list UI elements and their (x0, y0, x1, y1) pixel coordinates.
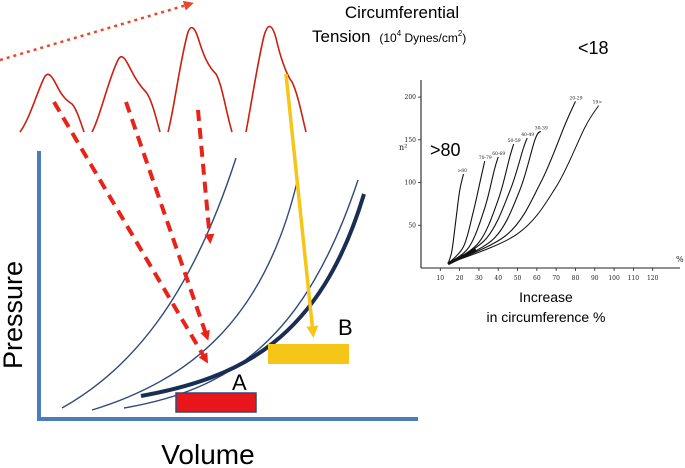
x-tick-label: 20 (456, 275, 464, 282)
series-label: 50-59 (508, 138, 521, 144)
tension-curve (447, 137, 528, 265)
x-tick-label: 90 (591, 275, 599, 282)
trend-dotted-arrow (0, 0, 194, 62)
pulse-waves (19, 25, 307, 133)
tension-curve (447, 101, 576, 265)
x-tick-label: 50 (514, 275, 522, 282)
x-tick-label: 60 (533, 275, 541, 282)
tension-curve (447, 173, 465, 264)
series-label: 40-49 (521, 132, 534, 138)
yellow-arrow (284, 73, 319, 338)
chart-title-line2: Tension (104 Dynes/cm2) (312, 27, 466, 46)
y-tick-label: 50 (408, 222, 416, 229)
x-tick-label: 10 (436, 275, 444, 282)
x-tick-label: 120 (647, 275, 659, 282)
tension-curve (447, 156, 499, 265)
tension-curve (447, 161, 486, 265)
chart-xlabel-line1: Increase (519, 289, 573, 305)
x-tick-label: 100 (608, 275, 620, 282)
pv-curve-2 (91, 177, 299, 411)
chart-axes (420, 80, 680, 269)
x-axis-label: Volume (161, 439, 254, 468)
pv-axes (37, 151, 418, 421)
series-label: 70-79 (479, 155, 492, 161)
marker-a-label: A (232, 370, 247, 395)
series-label: 60-69 (492, 151, 505, 157)
marker-b-label: B (338, 315, 353, 340)
chart-lines (447, 101, 600, 266)
y-tick-label: 150 (405, 137, 417, 144)
x-tick-label: 30 (475, 275, 483, 282)
y-axis-label: Pressure (0, 261, 28, 369)
x-tick-label: 40 (494, 275, 502, 282)
curve-origin-bundle (447, 248, 477, 266)
pulse-wave-2 (91, 55, 161, 133)
y-tick-label: 200 (405, 94, 417, 101)
chart-title-units: (10 (379, 31, 397, 45)
pv-curves (61, 157, 366, 411)
x-tick-label: 70 (552, 275, 560, 282)
series-label: 20-29 (569, 95, 582, 101)
chart-xlabel-line2: in circumference % (486, 309, 605, 325)
pv-curve-thick (140, 193, 366, 398)
chart-title-word: Tension (312, 27, 371, 46)
chart-ticks: 10 20 30 40 50 60 70 80 90 100 110 120 50 100 150 200 (405, 94, 659, 282)
left-diagram: A B Pressure Volume (0, 0, 418, 468)
series-label: >80 (457, 168, 467, 174)
y-tick-label: 100 (405, 180, 417, 187)
red-arrow-2 (124, 101, 210, 341)
tension-curve (447, 105, 600, 265)
marker-a-bar (175, 392, 257, 413)
pulse-wave-3 (167, 26, 233, 133)
tension-curve (447, 130, 542, 265)
red-arrows (52, 100, 215, 364)
annotation-low: <18 (578, 38, 609, 58)
x-tick-label: 110 (628, 275, 640, 282)
chart-y-symbol: n² (399, 143, 407, 152)
pv-curve-3 (123, 179, 359, 409)
series-label: 19> (593, 100, 603, 106)
chart-title-sup: 4 (397, 29, 402, 38)
x-tick-label: 80 (572, 275, 580, 282)
pv-curve-1 (61, 157, 237, 409)
right-chart: Circumferential Tension (104 Dynes/cm2) … (312, 3, 684, 325)
pulse-wave-4 (245, 25, 307, 133)
chart-title-close: ) (462, 31, 466, 45)
pulse-wave-1 (19, 73, 85, 133)
red-arrow-3 (196, 109, 215, 244)
red-arrow-1 (52, 100, 209, 364)
chart-title-sup2: 2 (458, 29, 463, 38)
annotation-high: >80 (430, 140, 461, 160)
chart-title-line1: Circumferential (345, 3, 459, 22)
chart-title-units-tail: Dynes/cm (401, 31, 458, 45)
chart-x-symbol: % (676, 255, 684, 264)
marker-b-bar (268, 344, 349, 364)
series-label: 30-39 (535, 125, 548, 131)
